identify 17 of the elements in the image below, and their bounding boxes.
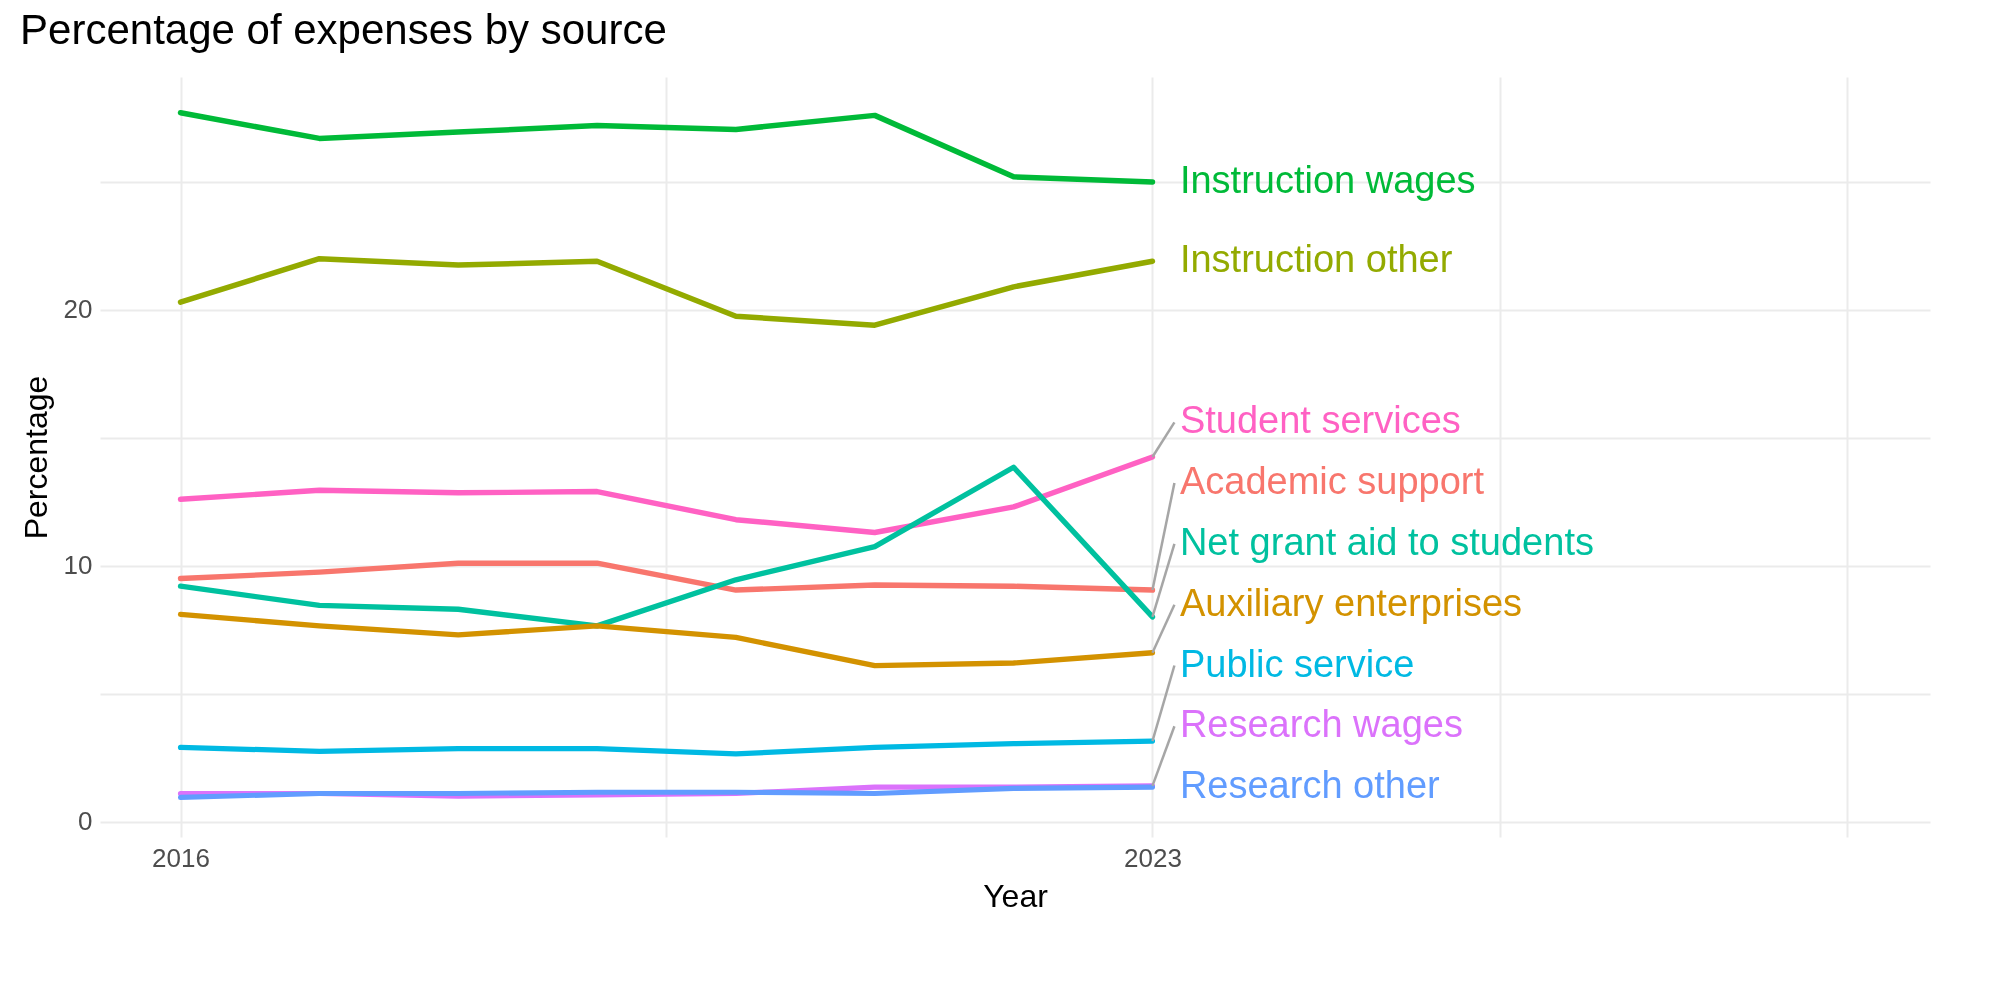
text: Academic support — [1179, 460, 1485, 503]
series-label: Research wages — [1179, 703, 1463, 746]
x-tick-label: 2016 — [152, 842, 210, 873]
y-axis-title: Percentage — [17, 375, 54, 540]
y-tick-label: 10 — [63, 550, 93, 581]
chart-title: Percentage of expenses by source — [20, 6, 667, 53]
series-label: Student services — [1179, 399, 1461, 442]
series-label: Auxiliary enterprises — [1179, 581, 1523, 624]
y-tick-label: 20 — [63, 294, 93, 325]
x-tick-label: 2023 — [1124, 842, 1182, 873]
series-label: Instruction other — [1179, 238, 1453, 281]
series-label: Research other — [1179, 764, 1441, 807]
series-label: Public service — [1179, 642, 1415, 685]
series-label: Instruction wages — [1179, 158, 1476, 201]
x-axis-title: Year — [983, 877, 1049, 914]
series-label: Net grant aid to students — [1179, 520, 1594, 563]
y-tick-label: 0 — [78, 806, 93, 837]
